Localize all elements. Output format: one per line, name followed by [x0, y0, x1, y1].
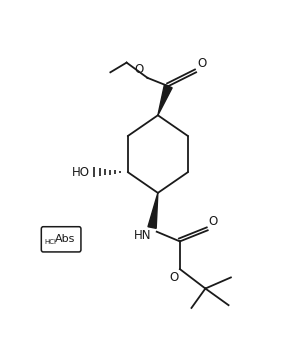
Polygon shape [148, 193, 158, 228]
Text: HN: HN [133, 229, 151, 242]
Text: O: O [170, 270, 179, 284]
Text: O: O [197, 57, 207, 69]
Text: O: O [135, 63, 144, 76]
Text: O: O [209, 215, 218, 228]
Text: HCl: HCl [44, 239, 56, 245]
Polygon shape [158, 85, 172, 115]
Text: Abs: Abs [54, 234, 75, 244]
FancyBboxPatch shape [41, 227, 81, 252]
Text: HO: HO [71, 166, 89, 179]
